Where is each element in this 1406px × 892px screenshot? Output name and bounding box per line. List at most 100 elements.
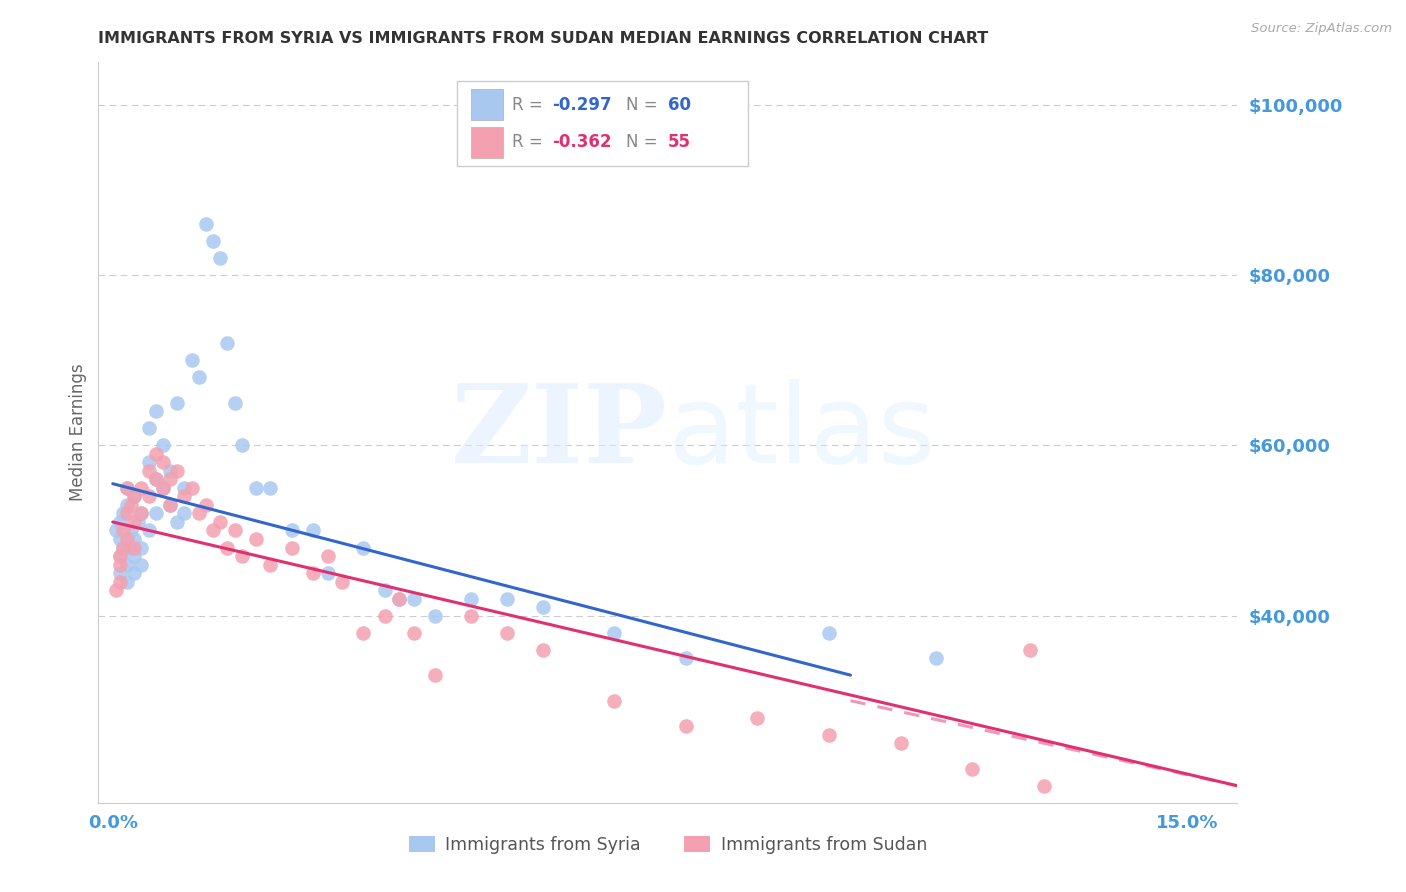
Point — [115, 532, 138, 546]
Point — [120, 498, 142, 512]
Point — [112, 524, 135, 538]
Point — [1032, 779, 1054, 793]
Point — [159, 498, 181, 512]
Point — [122, 541, 145, 555]
Point — [423, 668, 446, 682]
Point — [173, 490, 195, 504]
Point — [495, 625, 517, 640]
Point — [138, 464, 160, 478]
Text: 55: 55 — [668, 134, 690, 152]
Point — [316, 566, 339, 580]
Point — [120, 541, 142, 555]
Point — [138, 455, 160, 469]
Point — [245, 481, 267, 495]
Point — [818, 625, 841, 640]
Point — [281, 541, 304, 555]
Point — [108, 566, 131, 580]
Point — [145, 507, 167, 521]
Point — [194, 217, 217, 231]
Point — [112, 541, 135, 555]
Point — [152, 438, 174, 452]
Point — [173, 481, 195, 495]
Point — [159, 464, 181, 478]
Point — [120, 524, 142, 538]
Bar — [471, 89, 503, 120]
Point — [122, 532, 145, 546]
Point — [145, 472, 167, 486]
Point — [180, 481, 202, 495]
Point — [531, 600, 554, 615]
Point — [122, 490, 145, 504]
Point — [112, 541, 135, 555]
Text: IMMIGRANTS FROM SYRIA VS IMMIGRANTS FROM SUDAN MEDIAN EARNINGS CORRELATION CHART: IMMIGRANTS FROM SYRIA VS IMMIGRANTS FROM… — [98, 31, 988, 46]
Point — [115, 574, 138, 589]
Point — [115, 558, 138, 572]
Text: N =: N = — [626, 134, 662, 152]
Point — [152, 455, 174, 469]
Text: 60: 60 — [668, 95, 690, 113]
Point — [402, 625, 425, 640]
Point — [115, 498, 138, 512]
Point — [259, 481, 281, 495]
Point — [108, 532, 131, 546]
Point — [217, 541, 239, 555]
Point — [890, 736, 912, 750]
Point — [187, 507, 209, 521]
Point — [159, 472, 181, 486]
Text: R =: R = — [512, 95, 548, 113]
Bar — [471, 127, 503, 158]
Point — [115, 507, 138, 521]
Point — [112, 507, 135, 521]
Point — [145, 472, 167, 486]
Point — [166, 464, 188, 478]
Point — [818, 728, 841, 742]
Point — [108, 574, 131, 589]
Text: -0.362: -0.362 — [551, 134, 612, 152]
Point — [159, 498, 181, 512]
Point — [131, 541, 153, 555]
Point — [131, 507, 153, 521]
Text: atlas: atlas — [668, 379, 936, 486]
Point — [603, 625, 626, 640]
Legend: Immigrants from Syria, Immigrants from Sudan: Immigrants from Syria, Immigrants from S… — [402, 829, 934, 861]
Point — [209, 515, 232, 529]
Point — [675, 719, 697, 733]
Point — [603, 694, 626, 708]
Point — [231, 438, 253, 452]
Point — [281, 524, 304, 538]
Text: ZIP: ZIP — [451, 379, 668, 486]
Point — [209, 251, 232, 265]
Point — [138, 524, 160, 538]
Text: N =: N = — [626, 95, 662, 113]
Point — [173, 507, 195, 521]
Point — [145, 404, 167, 418]
Point — [152, 481, 174, 495]
Point — [374, 608, 396, 623]
Point — [166, 515, 188, 529]
Point — [460, 591, 482, 606]
Point — [352, 541, 374, 555]
Point — [138, 490, 160, 504]
Point — [402, 591, 425, 606]
Point — [166, 396, 188, 410]
Point — [187, 370, 209, 384]
Point — [217, 336, 239, 351]
Point — [224, 396, 246, 410]
Point — [962, 762, 984, 776]
Point — [316, 549, 339, 563]
Text: R =: R = — [512, 134, 548, 152]
Point — [145, 447, 167, 461]
Point — [105, 582, 128, 597]
Point — [108, 549, 131, 563]
Point — [374, 582, 396, 597]
Point — [925, 651, 948, 665]
Point — [108, 558, 131, 572]
Point — [302, 524, 325, 538]
Point — [131, 481, 153, 495]
Point — [224, 524, 246, 538]
Point — [675, 651, 697, 665]
Point — [231, 549, 253, 563]
Point — [460, 608, 482, 623]
FancyBboxPatch shape — [457, 81, 748, 166]
Point — [180, 353, 202, 368]
